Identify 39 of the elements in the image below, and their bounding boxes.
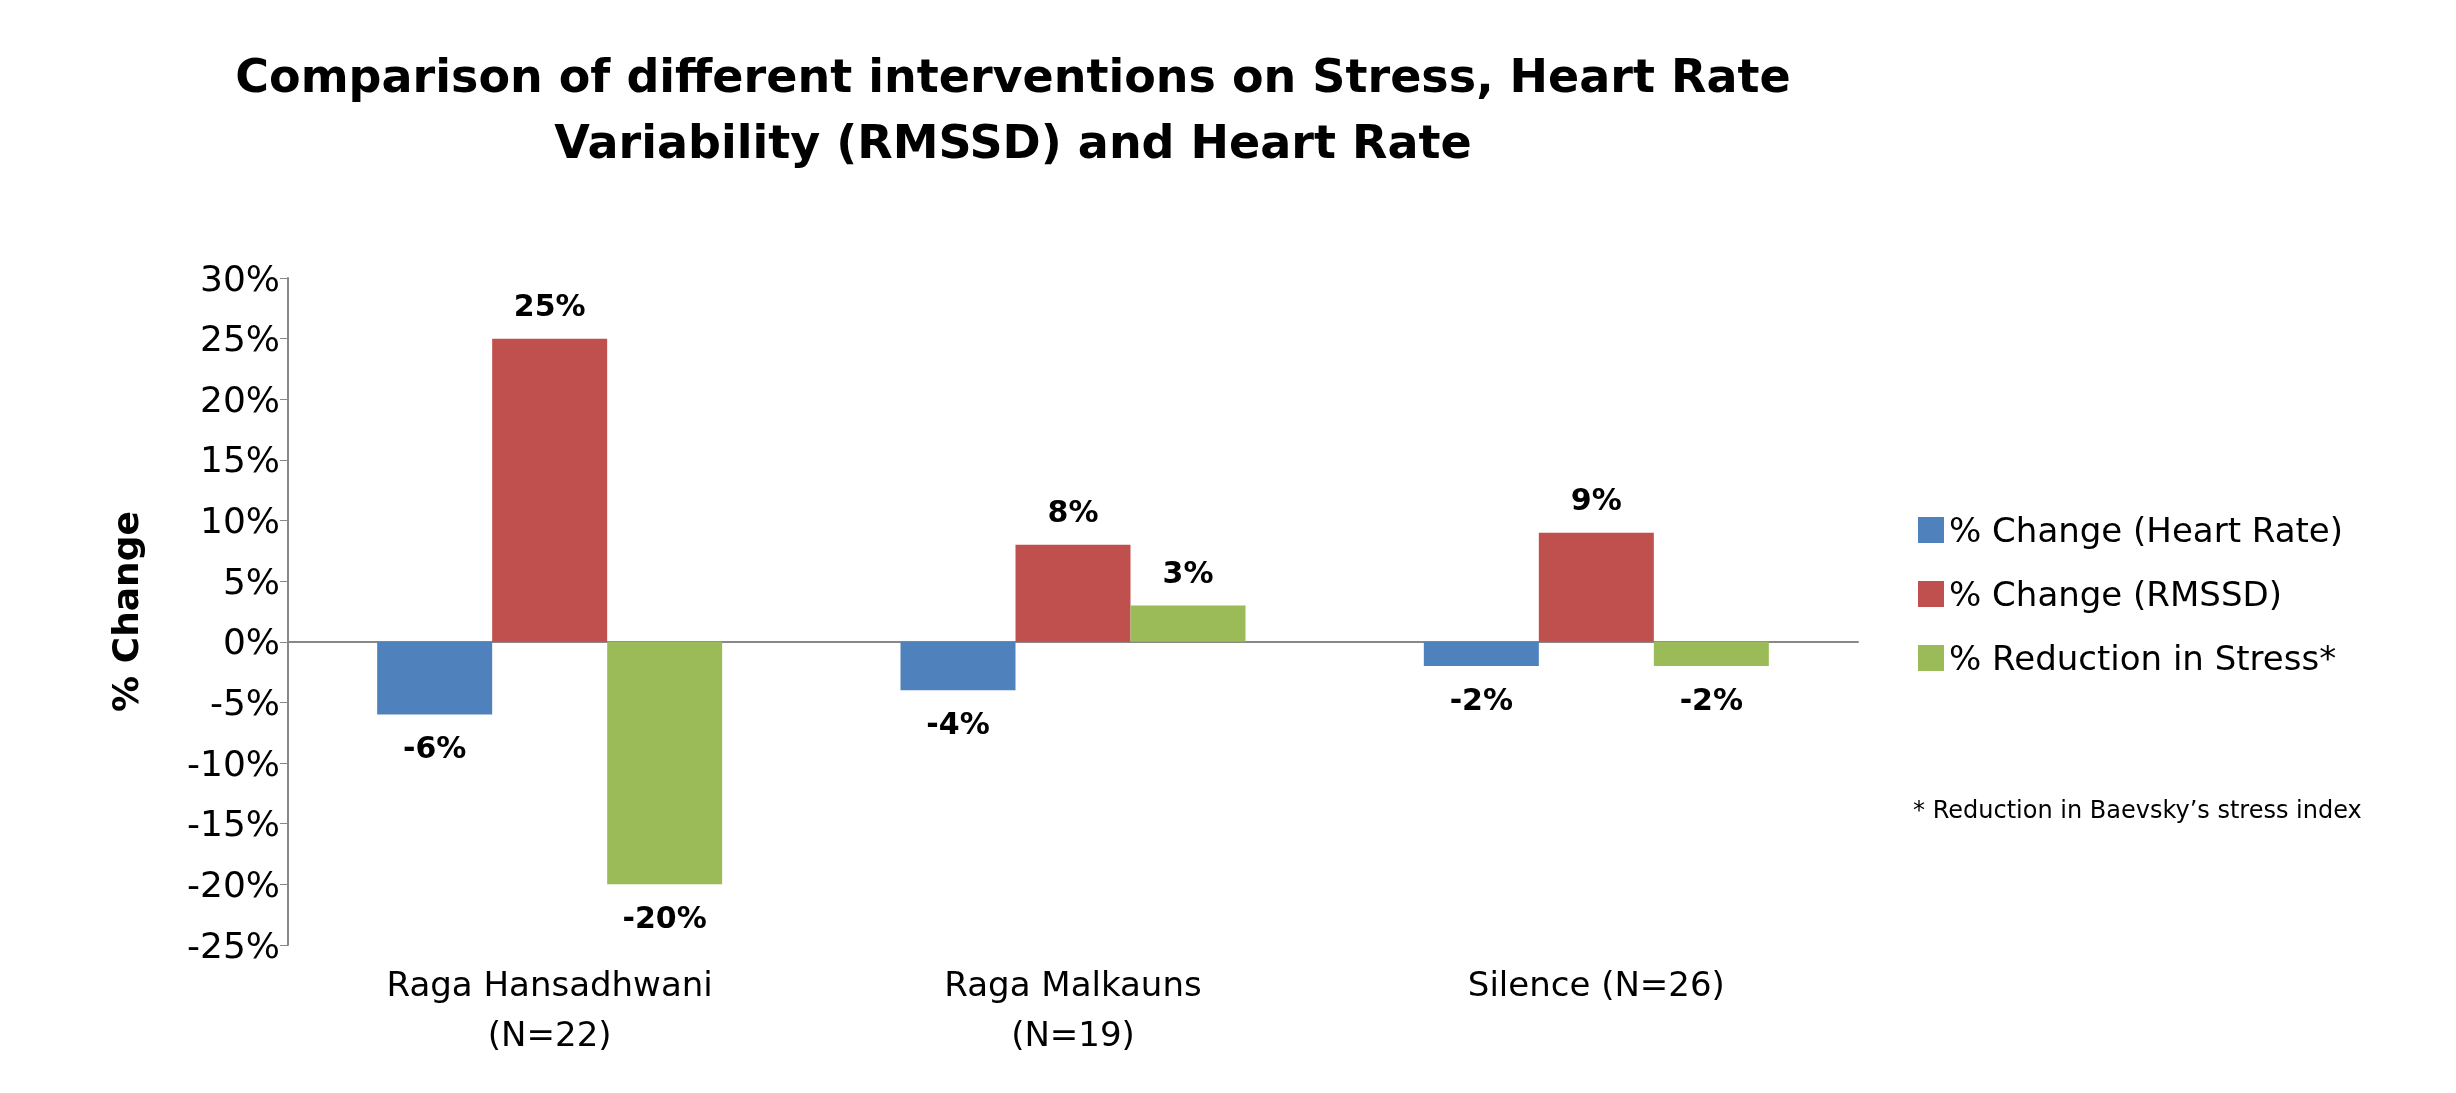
bar bbox=[607, 641, 723, 885]
y-tick-label: 5% bbox=[222, 560, 280, 602]
chart-title: Comparison of different interventions on Stress, Heart Rate Variability (RMSSD) and Heart Rate bbox=[235, 49, 1791, 169]
bar bbox=[1130, 605, 1246, 642]
x-tick-label: Silence (N=26) bbox=[1467, 964, 1725, 1004]
x-tick-label: Raga Malkauns (N=19) bbox=[944, 964, 1202, 1054]
data-label: -20% bbox=[622, 899, 707, 935]
y-tick-label: -25% bbox=[186, 924, 280, 966]
y-tick-label: -15% bbox=[186, 803, 280, 845]
y-tick-label: 20% bbox=[199, 378, 280, 420]
bar bbox=[1653, 641, 1769, 667]
bar bbox=[1423, 641, 1539, 667]
legend-label: % Reduction in Stress* bbox=[1949, 638, 2337, 678]
bar bbox=[1538, 532, 1654, 642]
text: * Reduction in Baevsky’s stress index bbox=[1913, 796, 2362, 824]
x-tick-label: Raga Hansadhwani (N=22) bbox=[386, 964, 713, 1054]
data-label: 3% bbox=[1162, 554, 1214, 590]
bar bbox=[377, 641, 493, 715]
data-label: -2% bbox=[1679, 681, 1744, 717]
y-tick-label: 25% bbox=[199, 318, 280, 360]
y-tick-label: -10% bbox=[186, 742, 280, 784]
data-label: -4% bbox=[926, 705, 990, 741]
data-label: 25% bbox=[513, 288, 586, 324]
y-tick-label: 10% bbox=[199, 500, 280, 542]
bar bbox=[492, 338, 608, 642]
bar bbox=[900, 641, 1016, 691]
data-label: -2% bbox=[1449, 681, 1514, 717]
y-tick-label: -20% bbox=[186, 863, 280, 905]
y-tick-label: 0% bbox=[222, 621, 280, 663]
data-label: -6% bbox=[402, 730, 467, 766]
y-tick-label: 30% bbox=[199, 257, 280, 299]
data-label: 9% bbox=[1570, 482, 1622, 518]
data-label: 8% bbox=[1047, 494, 1099, 530]
y-axis-title: % Change bbox=[104, 511, 146, 712]
y-tick-label: -5% bbox=[209, 681, 280, 723]
legend-label: % Change (RMSSD) bbox=[1949, 574, 2282, 614]
legend-label: % Change (Heart Rate) bbox=[1949, 510, 2344, 550]
bar bbox=[1015, 544, 1131, 642]
y-tick-label: 15% bbox=[199, 439, 280, 481]
